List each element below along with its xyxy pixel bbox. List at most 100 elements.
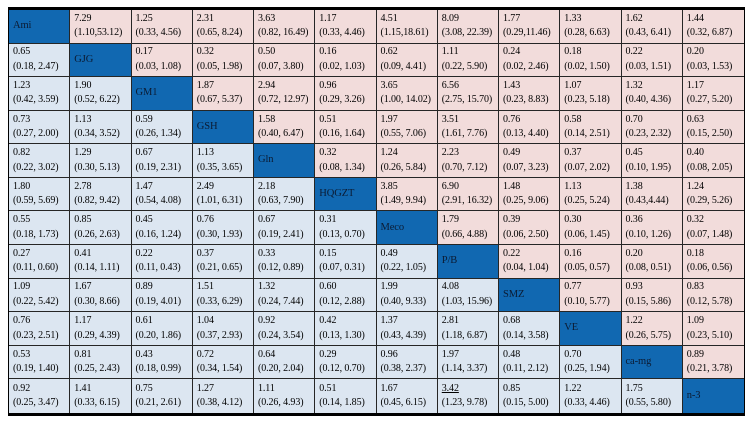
comparison-cell-r6-c7: 3.85 (1.49, 9.94)	[376, 177, 438, 212]
comparison-cell-r8-c11: 0.20 (0.08, 0.51)	[621, 245, 683, 279]
confidence-interval: (0.20, 1.86)	[135, 329, 182, 341]
effect-estimate: 0.59	[135, 113, 153, 125]
comparison-cell-r8-c6: 0.15 (0.07, 0.31)	[315, 245, 377, 279]
comparison-cell-r4-c5: 1.58 (0.40, 6.47)	[254, 110, 316, 145]
effect-estimate: 1.13	[196, 147, 214, 159]
comparison-cell-r10-c1: 0.76 (0.23, 2.51)	[9, 312, 71, 346]
effect-estimate: 0.67	[258, 214, 276, 226]
confidence-interval: (0.19, 4.01)	[135, 295, 182, 307]
treatment-cell-gln: Gln	[254, 144, 316, 178]
confidence-interval: (0.07, 2.02)	[564, 161, 610, 173]
comparison-cell-r4-c10: 0.58 (0.14, 2.51)	[560, 110, 622, 145]
effect-estimate: 3.51	[441, 113, 459, 125]
confidence-interval: (2.75, 15.70)	[441, 94, 493, 106]
confidence-interval: (0.07, 1.48)	[686, 228, 733, 240]
effect-estimate: 1.25	[135, 12, 153, 24]
comparison-cell-r10-c5: 0.92 (0.24, 3.54)	[254, 312, 316, 346]
treatment-cell-n-3: n-3	[682, 379, 744, 413]
effect-estimate: 1.87	[196, 79, 214, 91]
confidence-interval: (0.18, 0.99)	[135, 363, 182, 375]
comparison-cell-r9-c5: 1.32 (0.24, 7.44)	[254, 278, 316, 313]
effect-estimate: 0.76	[503, 113, 521, 125]
effect-estimate: 0.96	[380, 348, 398, 360]
confidence-interval: (0.23, 5.18)	[564, 94, 610, 106]
confidence-interval: (0.24, 3.54)	[258, 329, 304, 341]
confidence-interval: (0.30, 8.66)	[74, 295, 120, 307]
treatment-label: P/B	[441, 255, 458, 267]
comparison-cell-r8-c7: 0.49 (0.22, 1.05)	[376, 245, 438, 279]
confidence-interval: (0.34, 1.54)	[196, 363, 243, 375]
confidence-interval: (0.32, 6.87)	[686, 27, 733, 39]
effect-estimate: 0.92	[258, 315, 276, 327]
effect-estimate: 0.36	[625, 214, 643, 226]
effect-estimate: 1.41	[74, 382, 92, 394]
comparison-cell-r6-c12: 1.24 (0.29, 5.26)	[682, 177, 744, 212]
comparison-cell-r11-c1: 0.53 (0.19, 1.40)	[9, 345, 71, 380]
comparison-cell-r8-c3: 0.22 (0.11, 0.43)	[131, 245, 193, 279]
treatment-cell-ca-mg: ca-mg	[621, 345, 683, 380]
comparison-cell-r9-c1: 1.09 (0.22, 5.42)	[9, 278, 71, 313]
confidence-interval: (0.10, 1.26)	[625, 228, 672, 240]
comparison-cell-r1-c9: 1.77 (0.29,11.46)	[499, 10, 561, 44]
effect-estimate: 1.11	[258, 382, 275, 394]
comparison-cell-r6-c5: 2.18 (0.63, 7.90)	[254, 177, 316, 212]
effect-estimate: 0.51	[319, 113, 337, 125]
confidence-interval: (0.21, 0.65)	[196, 262, 243, 274]
effect-estimate: 0.22	[135, 247, 153, 259]
confidence-interval: (1.10,53.12)	[74, 27, 123, 39]
confidence-interval: (0.43,4.44)	[625, 195, 669, 207]
comparison-cell-r10-c3: 0.61 (0.20, 1.86)	[131, 312, 193, 346]
comparison-cell-r2-c7: 0.62 (0.09, 4.41)	[376, 43, 438, 78]
effect-estimate: 0.15	[319, 247, 337, 259]
confidence-interval: (0.30, 5.13)	[74, 161, 120, 173]
comparison-cell-r8-c1: 0.27 (0.11, 0.60)	[9, 245, 71, 279]
comparison-cell-r12-c8: 3.42 (1.23, 9.78)	[437, 379, 499, 413]
comparison-cell-r10-c11: 1.22 (0.26, 5.75)	[621, 312, 683, 346]
confidence-interval: (0.26, 1.34)	[135, 128, 182, 140]
confidence-interval: (0.06, 1.45)	[564, 228, 610, 240]
confidence-interval: (0.22, 5.42)	[13, 295, 59, 307]
effect-estimate: 0.45	[135, 214, 153, 226]
comparison-cell-r3-c6: 0.96 (0.29, 3.26)	[315, 77, 377, 111]
effect-estimate: 6.90	[441, 180, 459, 192]
comparison-cell-r12-c5: 1.11 (0.26, 4.93)	[254, 379, 316, 413]
effect-estimate: 0.83	[686, 281, 704, 293]
comparison-cell-r12-c11: 1.75 (0.55, 5.80)	[621, 379, 683, 413]
effect-estimate: 1.17	[686, 79, 704, 91]
confidence-interval: (0.12, 2.88)	[319, 295, 365, 307]
effect-estimate: 1.24	[380, 147, 398, 159]
effect-estimate: 0.27	[13, 247, 31, 259]
effect-estimate: 1.13	[74, 113, 92, 125]
treatment-cell-ami: Ami	[9, 10, 71, 44]
effect-estimate: 1.67	[74, 281, 92, 293]
comparison-cell-r7-c11: 0.36 (0.10, 1.26)	[621, 211, 683, 246]
comparison-cell-r12-c7: 1.67 (0.45, 6.15)	[376, 379, 438, 413]
confidence-interval: (0.33, 4.56)	[135, 27, 182, 39]
confidence-interval: (0.33, 4.46)	[319, 27, 365, 39]
effect-estimate: 1.90	[74, 79, 92, 91]
effect-estimate: 7.29	[74, 12, 92, 24]
comparison-cell-r6-c3: 1.47 (0.54, 4.08)	[131, 177, 193, 212]
comparison-cell-r2-c3: 0.17 (0.03, 1.08)	[131, 43, 193, 78]
confidence-interval: (0.70, 7.12)	[441, 161, 488, 173]
confidence-interval: (1.15,18.61)	[380, 27, 429, 39]
comparison-cell-r10-c7: 1.37 (0.43, 4.39)	[376, 312, 438, 346]
effect-estimate: 0.37	[196, 247, 214, 259]
treatment-label: GM1	[135, 87, 158, 99]
confidence-interval: (0.16, 1.24)	[135, 228, 182, 240]
confidence-interval: (0.28, 6.63)	[564, 27, 610, 39]
effect-estimate: 1.32	[258, 281, 276, 293]
comparison-cell-r7-c10: 0.30 (0.06, 1.45)	[560, 211, 622, 246]
confidence-interval: (0.08, 2.05)	[686, 161, 733, 173]
effect-estimate: 0.29	[319, 348, 337, 360]
confidence-interval: (1.03, 15.96)	[441, 295, 493, 307]
effect-estimate: 0.48	[503, 348, 521, 360]
confidence-interval: (0.08, 0.51)	[625, 262, 672, 274]
comparison-cell-r2-c1: 0.65 (0.18, 2.47)	[9, 43, 71, 78]
confidence-interval: (0.34, 3.52)	[74, 128, 120, 140]
effect-estimate: 1.13	[564, 180, 582, 192]
treatment-cell-gjg: GJG	[70, 43, 132, 78]
confidence-interval: (0.25, 3.47)	[13, 397, 59, 409]
confidence-interval: (0.05, 0.57)	[564, 262, 610, 274]
